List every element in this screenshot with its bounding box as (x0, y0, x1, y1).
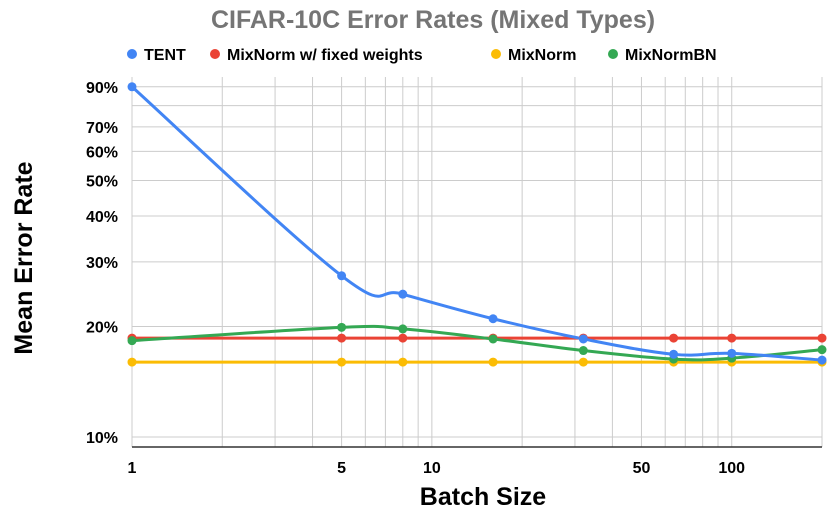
y-axis-label: Mean Error Rate (10, 161, 38, 354)
data-point (727, 348, 737, 358)
legend-label: MixNorm w/ fixed weights (227, 47, 423, 64)
data-point (127, 336, 137, 346)
legend-marker (127, 49, 137, 59)
data-point (578, 357, 588, 367)
legend-label: MixNormBN (625, 47, 717, 64)
legend-label: TENT (144, 47, 186, 64)
grid (131, 77, 823, 447)
series-line-mixnormbn (130, 324, 824, 362)
data-point (817, 333, 827, 343)
y-tick-label: 40% (86, 209, 118, 226)
data-point (817, 355, 827, 365)
data-point (727, 333, 737, 343)
legend: TENT MixNorm w/ fixed weights MixNorm MixNo… (127, 47, 717, 64)
data-point (337, 271, 347, 281)
data-point (337, 322, 347, 332)
legend-marker (491, 49, 501, 59)
legend-marker (608, 49, 618, 59)
x-tick-label: 50 (633, 460, 651, 477)
y-tick-label: 10% (86, 430, 118, 447)
data-point (127, 82, 137, 92)
data-point (127, 357, 137, 367)
data-point (488, 334, 498, 344)
x-axis-label: Batch Size (420, 483, 547, 511)
x-tick-label: 5 (337, 460, 346, 477)
data-point (669, 333, 679, 343)
series-points (127, 82, 827, 367)
data-point (817, 345, 827, 355)
y-tick-label: 60% (86, 144, 118, 161)
legend-marker (210, 49, 220, 59)
x-tick-label: 10 (423, 460, 441, 477)
y-tick-label: 20% (86, 320, 118, 337)
data-point (398, 333, 408, 343)
y-tick-label: 50% (86, 173, 118, 190)
data-point (398, 289, 408, 299)
x-tick-label: 100 (718, 460, 745, 477)
data-point (578, 346, 588, 356)
data-point (578, 334, 588, 344)
y-tick-label: 30% (86, 255, 118, 272)
data-point (398, 357, 408, 367)
tick-labels: 10% 20% 30% 40% 50% 60% 70% 90% 1 5 10 50 100 (86, 80, 745, 477)
data-point (337, 357, 347, 367)
y-tick-label: 90% (86, 80, 118, 97)
data-point (669, 349, 679, 359)
y-tick-label: 70% (86, 120, 118, 137)
data-point (337, 333, 347, 343)
legend-label: MixNorm (508, 47, 576, 64)
data-point (398, 324, 408, 334)
data-point (488, 314, 498, 324)
chart-title: CIFAR-10C Error Rates (Mixed Types) (211, 6, 655, 34)
x-tick-label: 1 (128, 460, 137, 477)
data-point (488, 357, 498, 367)
